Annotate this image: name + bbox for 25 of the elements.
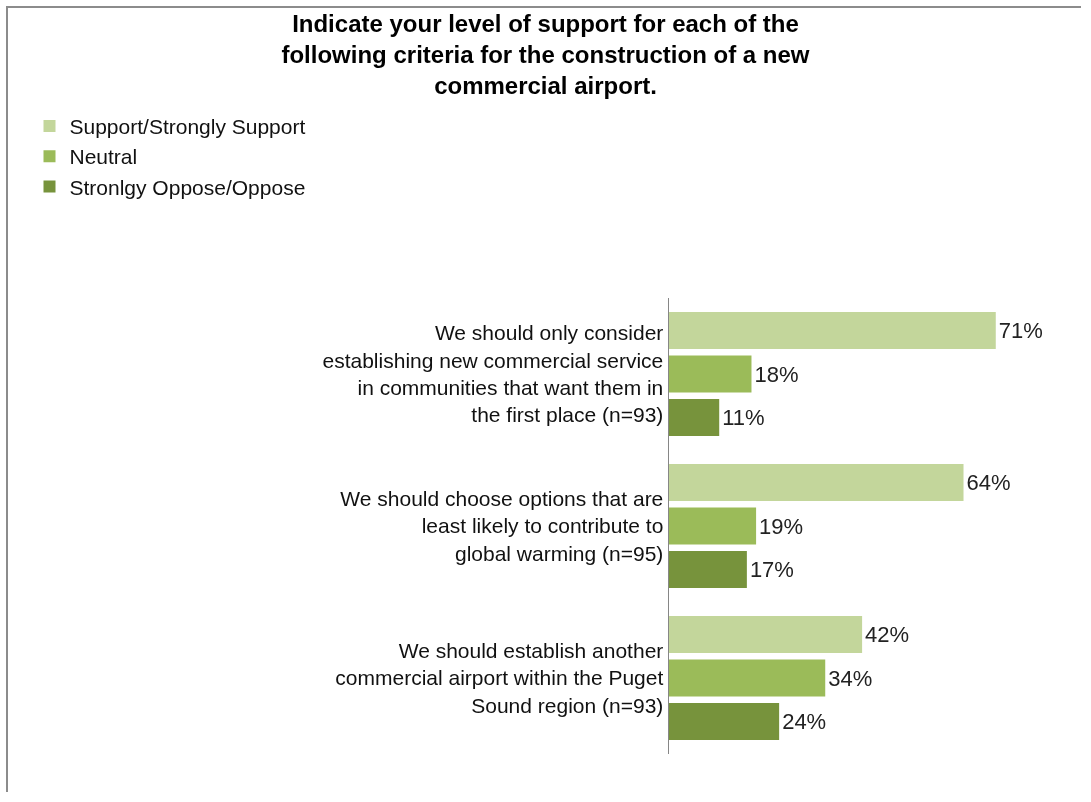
bar bbox=[668, 463, 964, 501]
data-label: 71% bbox=[998, 317, 1043, 343]
y-tick-label: We should only consider establishing new commercial service in communities that want them in the first place (n=93) bbox=[322, 321, 664, 427]
chart-title: Indicate your level of support for each of the following criteria for the construction of a new commercial airport. bbox=[281, 9, 810, 99]
legend-label: Neutral bbox=[69, 145, 138, 169]
data-label: 11% bbox=[722, 405, 765, 431]
bar bbox=[668, 355, 752, 393]
data-label: 42% bbox=[865, 621, 910, 647]
data-label: 18% bbox=[754, 361, 799, 387]
bar bbox=[668, 399, 720, 437]
bar bbox=[668, 507, 757, 545]
bar bbox=[668, 551, 747, 589]
bar bbox=[668, 615, 863, 653]
bar bbox=[668, 311, 996, 349]
legend-label: Support/Strongly Support bbox=[69, 115, 306, 139]
data-label: 64% bbox=[966, 469, 1011, 495]
data-label: 34% bbox=[828, 665, 873, 691]
y-tick-label: We should establish another commercial airport within the Puget Sound region (n=93) bbox=[335, 639, 664, 717]
data-label: 17% bbox=[749, 557, 794, 583]
legend-label: Stronlgy Oppose/Oppose bbox=[69, 175, 306, 199]
y-tick-label: We should choose options that are least likely to contribute to global warming (n=95) bbox=[340, 487, 664, 565]
data-label: 24% bbox=[782, 709, 827, 735]
bar bbox=[668, 659, 826, 697]
data-label: 19% bbox=[759, 513, 804, 539]
bar bbox=[668, 703, 780, 741]
